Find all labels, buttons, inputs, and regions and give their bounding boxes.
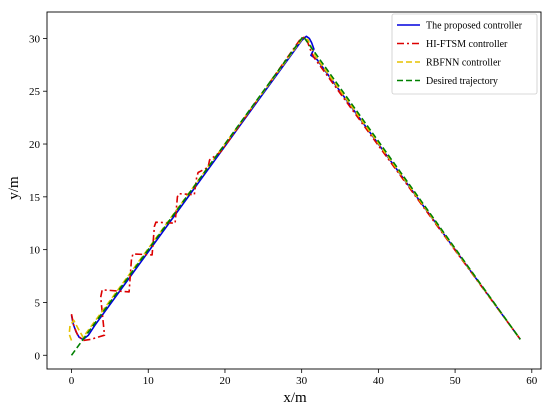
plot-lines [68, 35, 521, 356]
legend-label-2: RBFNN controller [426, 58, 501, 69]
y-tick-label: 10 [29, 245, 41, 257]
series-line-3 [70, 35, 521, 356]
legend-label-3: Desired trajectory [426, 76, 498, 87]
x-tick-label: 10 [143, 375, 155, 387]
axes: 0 10 20 30 40 50 60 0 5 10 15 20 25 30 [29, 11, 542, 387]
legend-label-0: The proposed controller [426, 21, 523, 32]
legend-label-1: HI-FTSM controller [426, 39, 508, 50]
series-line-1 [70, 36, 521, 342]
x-tick-label: 40 [373, 375, 385, 387]
y-tick-label: 25 [29, 86, 41, 98]
y-tick-label: 0 [35, 350, 41, 362]
x-tick-label: 50 [450, 375, 462, 387]
x-tick-label: 60 [526, 375, 538, 387]
x-axis-label: x/m [283, 390, 307, 406]
x-tick-label: 30 [296, 375, 308, 387]
y-tick-label: 20 [29, 139, 41, 151]
x-tick-label: 20 [219, 375, 231, 387]
legend-box [391, 13, 538, 95]
y-tick-label: 30 [29, 33, 41, 45]
x-tick-label: 0 [69, 375, 75, 387]
y-tick-label: 15 [29, 192, 41, 204]
series-line-2 [68, 38, 521, 341]
y-tick-label: 5 [35, 297, 41, 309]
y-axis-label: y/m [6, 176, 22, 200]
plot-frame [46, 11, 542, 370]
legend: The proposed controller HI-FTSM controlle… [391, 13, 538, 95]
